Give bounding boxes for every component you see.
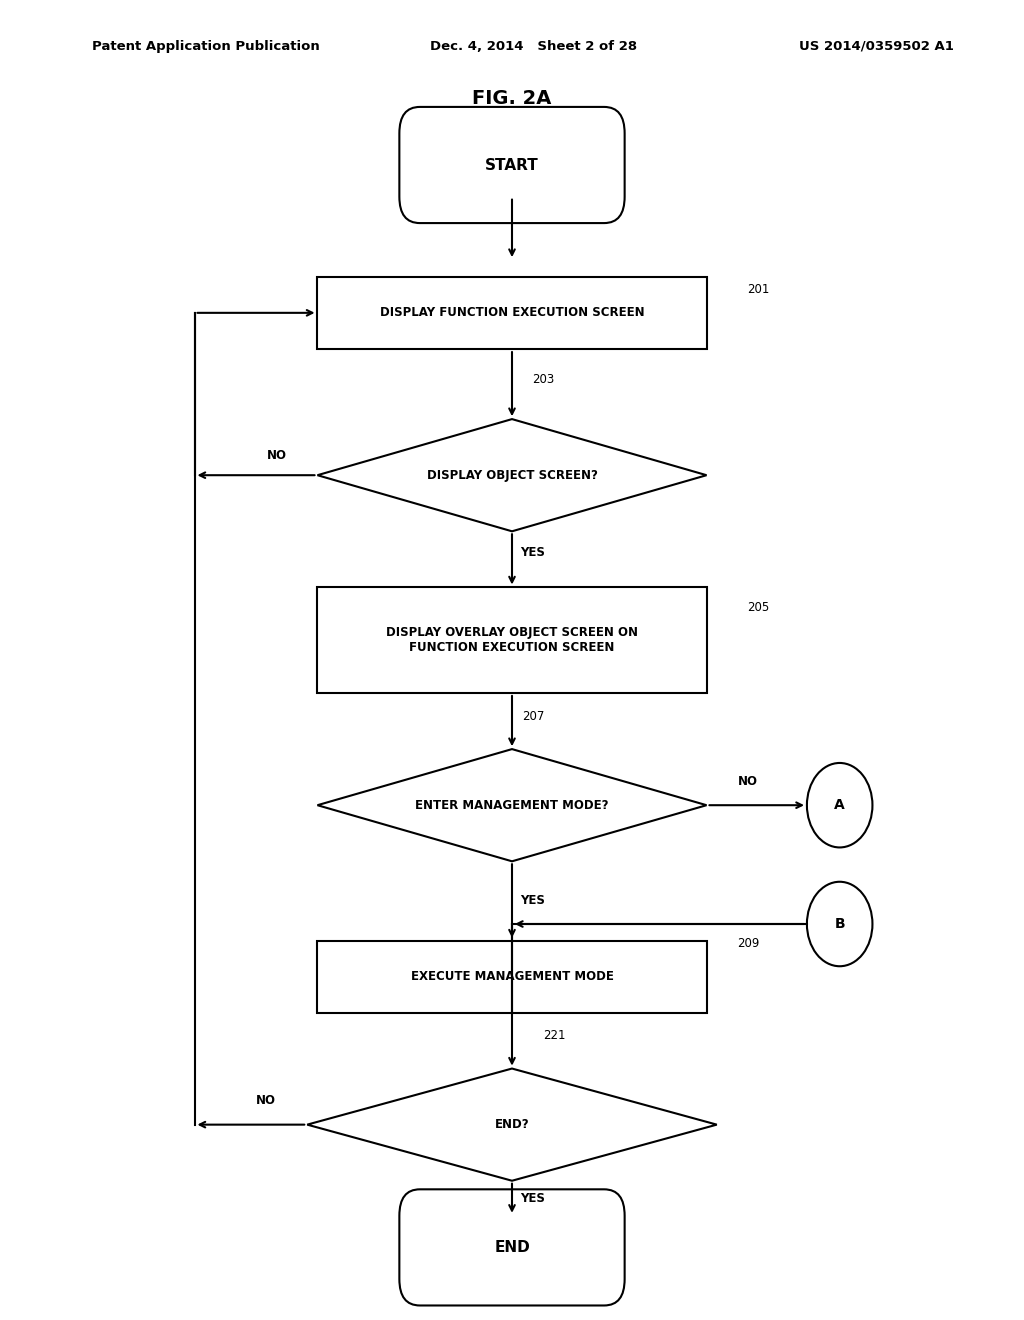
- Text: Dec. 4, 2014   Sheet 2 of 28: Dec. 4, 2014 Sheet 2 of 28: [430, 40, 637, 53]
- Text: NO: NO: [266, 449, 287, 462]
- Text: DISPLAY FUNCTION EXECUTION SCREEN: DISPLAY FUNCTION EXECUTION SCREEN: [380, 306, 644, 319]
- Text: 209: 209: [737, 937, 760, 950]
- Text: 203: 203: [532, 374, 555, 385]
- Text: A: A: [835, 799, 845, 812]
- Text: 201: 201: [748, 282, 770, 296]
- FancyBboxPatch shape: [317, 587, 707, 693]
- Text: YES: YES: [520, 546, 545, 560]
- Text: B: B: [835, 917, 845, 931]
- Text: US 2014/0359502 A1: US 2014/0359502 A1: [799, 40, 953, 53]
- Circle shape: [807, 763, 872, 847]
- Text: END?: END?: [495, 1118, 529, 1131]
- Text: FIG. 2A: FIG. 2A: [472, 90, 552, 108]
- Circle shape: [807, 882, 872, 966]
- Polygon shape: [317, 750, 707, 861]
- Text: YES: YES: [520, 1192, 545, 1205]
- Text: NO: NO: [737, 775, 758, 788]
- Text: START: START: [485, 157, 539, 173]
- Polygon shape: [317, 420, 707, 531]
- Text: Patent Application Publication: Patent Application Publication: [92, 40, 319, 53]
- Text: EXECUTE MANAGEMENT MODE: EXECUTE MANAGEMENT MODE: [411, 970, 613, 983]
- Text: NO: NO: [256, 1094, 276, 1107]
- FancyBboxPatch shape: [399, 1189, 625, 1305]
- Text: YES: YES: [520, 895, 545, 907]
- Text: DISPLAY OVERLAY OBJECT SCREEN ON
FUNCTION EXECUTION SCREEN: DISPLAY OVERLAY OBJECT SCREEN ON FUNCTIO…: [386, 626, 638, 655]
- Text: 207: 207: [522, 710, 545, 722]
- FancyBboxPatch shape: [317, 277, 707, 348]
- Text: END: END: [495, 1239, 529, 1255]
- Text: DISPLAY OBJECT SCREEN?: DISPLAY OBJECT SCREEN?: [427, 469, 597, 482]
- FancyBboxPatch shape: [399, 107, 625, 223]
- Text: 205: 205: [748, 601, 770, 614]
- Text: ENTER MANAGEMENT MODE?: ENTER MANAGEMENT MODE?: [416, 799, 608, 812]
- Text: 221: 221: [543, 1030, 565, 1041]
- Polygon shape: [307, 1069, 717, 1180]
- FancyBboxPatch shape: [317, 940, 707, 1014]
